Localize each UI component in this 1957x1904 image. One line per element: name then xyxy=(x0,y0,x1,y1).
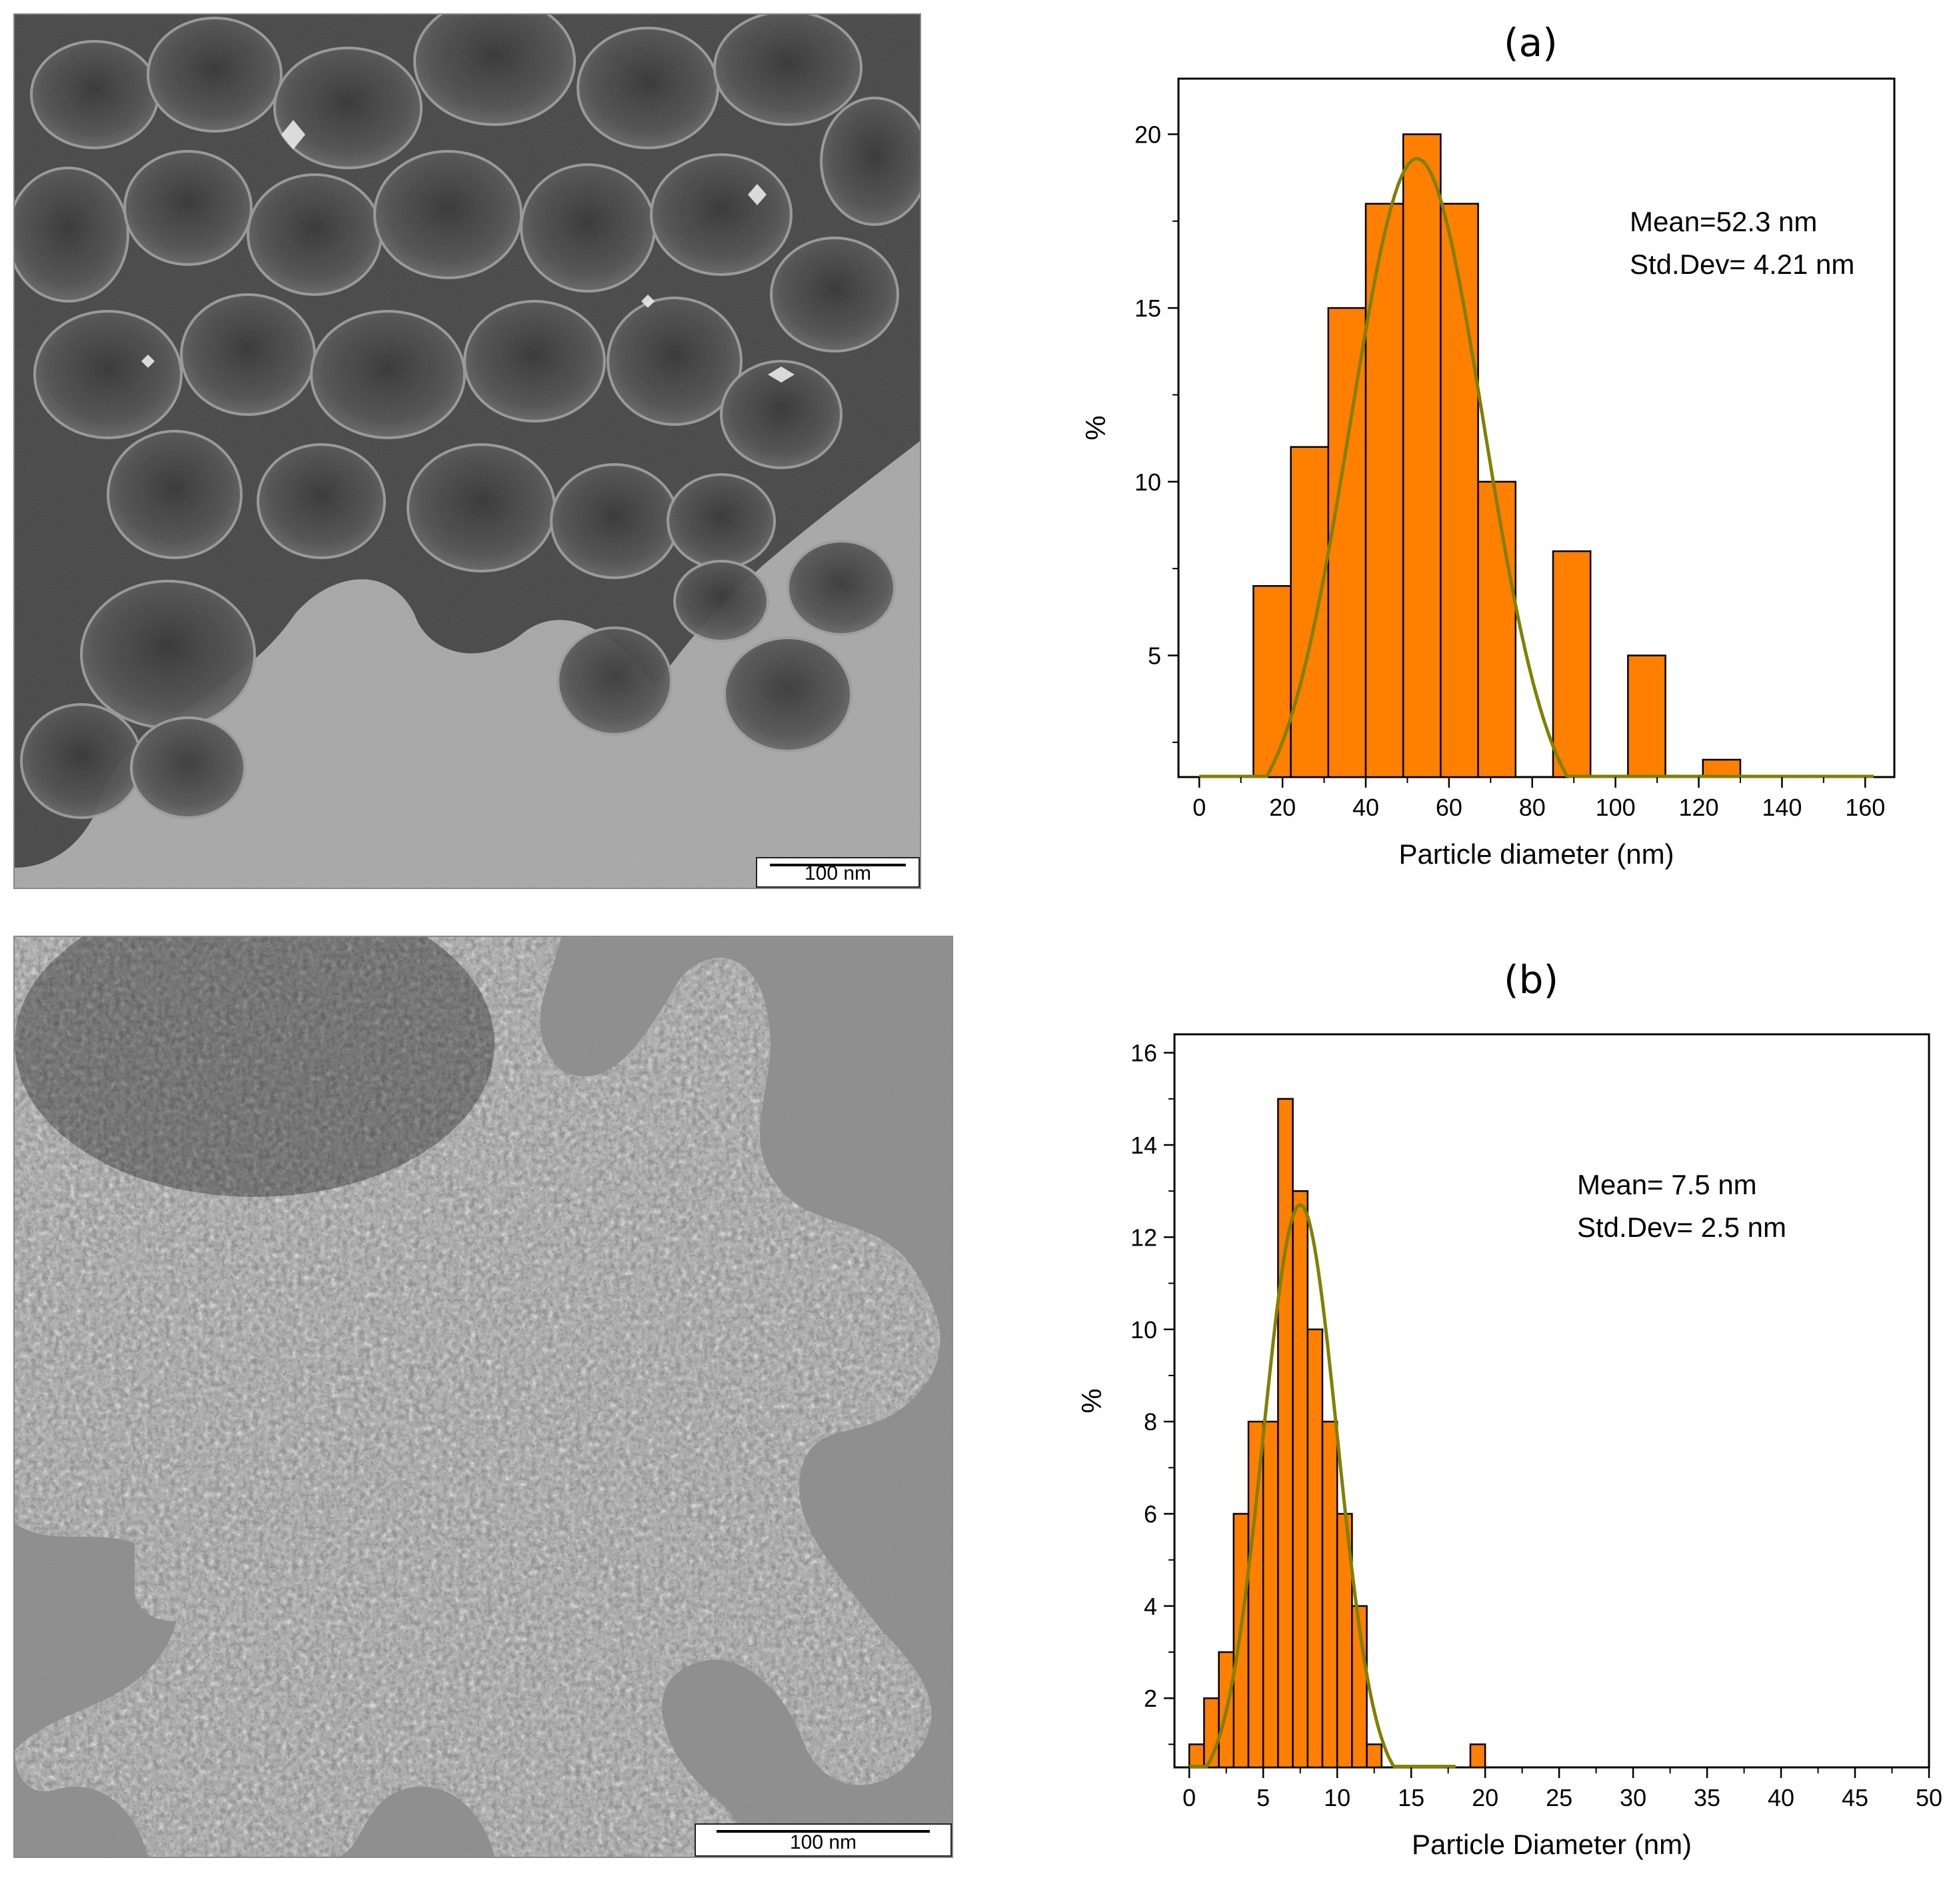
y-tick-label: 4 xyxy=(1144,1593,1157,1620)
x-tick-label: 0 xyxy=(1182,1784,1196,1811)
y-tick-label: 10 xyxy=(1130,1316,1157,1344)
y-tick-label: 6 xyxy=(1144,1500,1157,1527)
x-tick-label: 5 xyxy=(1256,1784,1270,1811)
stats-annotation: Mean= 7.5 nm xyxy=(1577,1169,1757,1200)
y-tick-label: 15 xyxy=(1134,295,1161,322)
histogram-bar xyxy=(1252,584,1292,778)
x-tick-label: 25 xyxy=(1546,1784,1572,1811)
histogram-bar xyxy=(1327,307,1367,778)
y-axis-label: % xyxy=(1076,1388,1107,1413)
y-tick-label: 12 xyxy=(1130,1224,1157,1251)
y-tick-label: 16 xyxy=(1130,1040,1157,1067)
y-tick-label: 2 xyxy=(1144,1685,1157,1712)
y-axis-label: % xyxy=(1080,415,1111,440)
histogram-bar xyxy=(1477,480,1517,778)
histogram-a-svg: 0 20 40 60 80 100 120 140 160 5 10 15 20 Particle dia… xyxy=(1080,77,1896,870)
scale-bar-b: 100 nm xyxy=(695,1823,952,1857)
plot-frame xyxy=(1177,77,1896,778)
x-tick-label: 40 xyxy=(1768,1784,1794,1811)
histogram-bar xyxy=(1440,203,1479,778)
histogram-bar xyxy=(1247,1420,1264,1769)
panel-label-b: (b) xyxy=(1504,957,1559,1002)
x-tick-label: 140 xyxy=(1762,794,1802,821)
x-tick-label: 20 xyxy=(1472,1784,1498,1811)
x-tick-label: 50 xyxy=(1916,1784,1942,1811)
x-tick-label: 100 xyxy=(1596,794,1636,821)
histogram-bar xyxy=(1321,1420,1338,1769)
y-tick-label: 20 xyxy=(1134,121,1161,148)
stats-annotation: Mean=52.3 nm xyxy=(1630,206,1817,237)
x-tick-label: 80 xyxy=(1519,794,1546,821)
histogram-bar xyxy=(1292,1190,1309,1769)
histogram-bar xyxy=(1290,446,1330,778)
histogram-bar xyxy=(1306,1328,1324,1769)
y-tick-label: 14 xyxy=(1130,1132,1157,1159)
x-tick-label: 40 xyxy=(1352,794,1379,821)
x-tick-label: 120 xyxy=(1678,794,1718,821)
x-axis-label: Particle diameter (nm) xyxy=(1398,838,1674,870)
stats-annotation: Std.Dev= 4.21 nm xyxy=(1630,249,1854,280)
x-tick-label: 45 xyxy=(1842,1784,1868,1811)
plot-frame xyxy=(1173,1033,1930,1769)
x-axis-label: Particle Diameter (nm) xyxy=(1412,1829,1692,1860)
tem-image-a: 100 nm xyxy=(13,13,921,889)
gaussian-fit-line xyxy=(1189,1203,1456,1769)
histogram-bar xyxy=(1262,1420,1279,1769)
scale-bar-label: 100 nm xyxy=(789,1831,857,1853)
scale-bar-label: 100 nm xyxy=(804,862,872,884)
y-tick-label: 10 xyxy=(1134,469,1161,496)
histogram-b: 0 5 10 15 20 25 30 35 40 45 50 2 4 6 8 10 12 14 16 Particle… xyxy=(1040,1020,1942,1889)
histogram-bar xyxy=(1402,133,1442,778)
stats-annotation: Std.Dev= 2.5 nm xyxy=(1577,1212,1786,1243)
x-tick-label: 10 xyxy=(1324,1784,1350,1811)
panel-label-a: (a) xyxy=(1504,20,1558,65)
histogram-bar xyxy=(1232,1513,1250,1769)
x-tick-label: 160 xyxy=(1845,794,1885,821)
gaussian-fit-line xyxy=(1199,157,1874,778)
histogram-bar xyxy=(1188,1743,1205,1769)
histogram-bar xyxy=(1366,1743,1382,1769)
x-tick-label: 30 xyxy=(1620,1784,1646,1811)
histogram-a: 0 20 40 60 80 100 120 140 160 5 10 15 20 Particle dia… xyxy=(1040,67,1933,903)
histogram-bar xyxy=(1627,654,1666,778)
histogram-bar xyxy=(1277,1098,1294,1769)
scale-bar-a: 100 nm xyxy=(756,857,920,888)
x-tick-label: 60 xyxy=(1436,794,1462,821)
histogram-b-svg: 0 5 10 15 20 25 30 35 40 45 50 2 4 6 8 10 12 14 16 Particle… xyxy=(1076,1033,1942,1860)
histogram-bar xyxy=(1469,1743,1486,1769)
x-tick-label: 0 xyxy=(1192,794,1206,821)
y-tick-label: 5 xyxy=(1148,642,1161,670)
histogram-bar xyxy=(1702,758,1742,778)
x-tick-label: 15 xyxy=(1398,1784,1424,1811)
tem-image-b: 100 nm xyxy=(13,936,953,1858)
histogram-bar xyxy=(1552,550,1592,778)
y-tick-label: 8 xyxy=(1144,1408,1157,1435)
x-tick-label: 35 xyxy=(1694,1784,1720,1811)
x-tick-label: 20 xyxy=(1269,794,1296,821)
